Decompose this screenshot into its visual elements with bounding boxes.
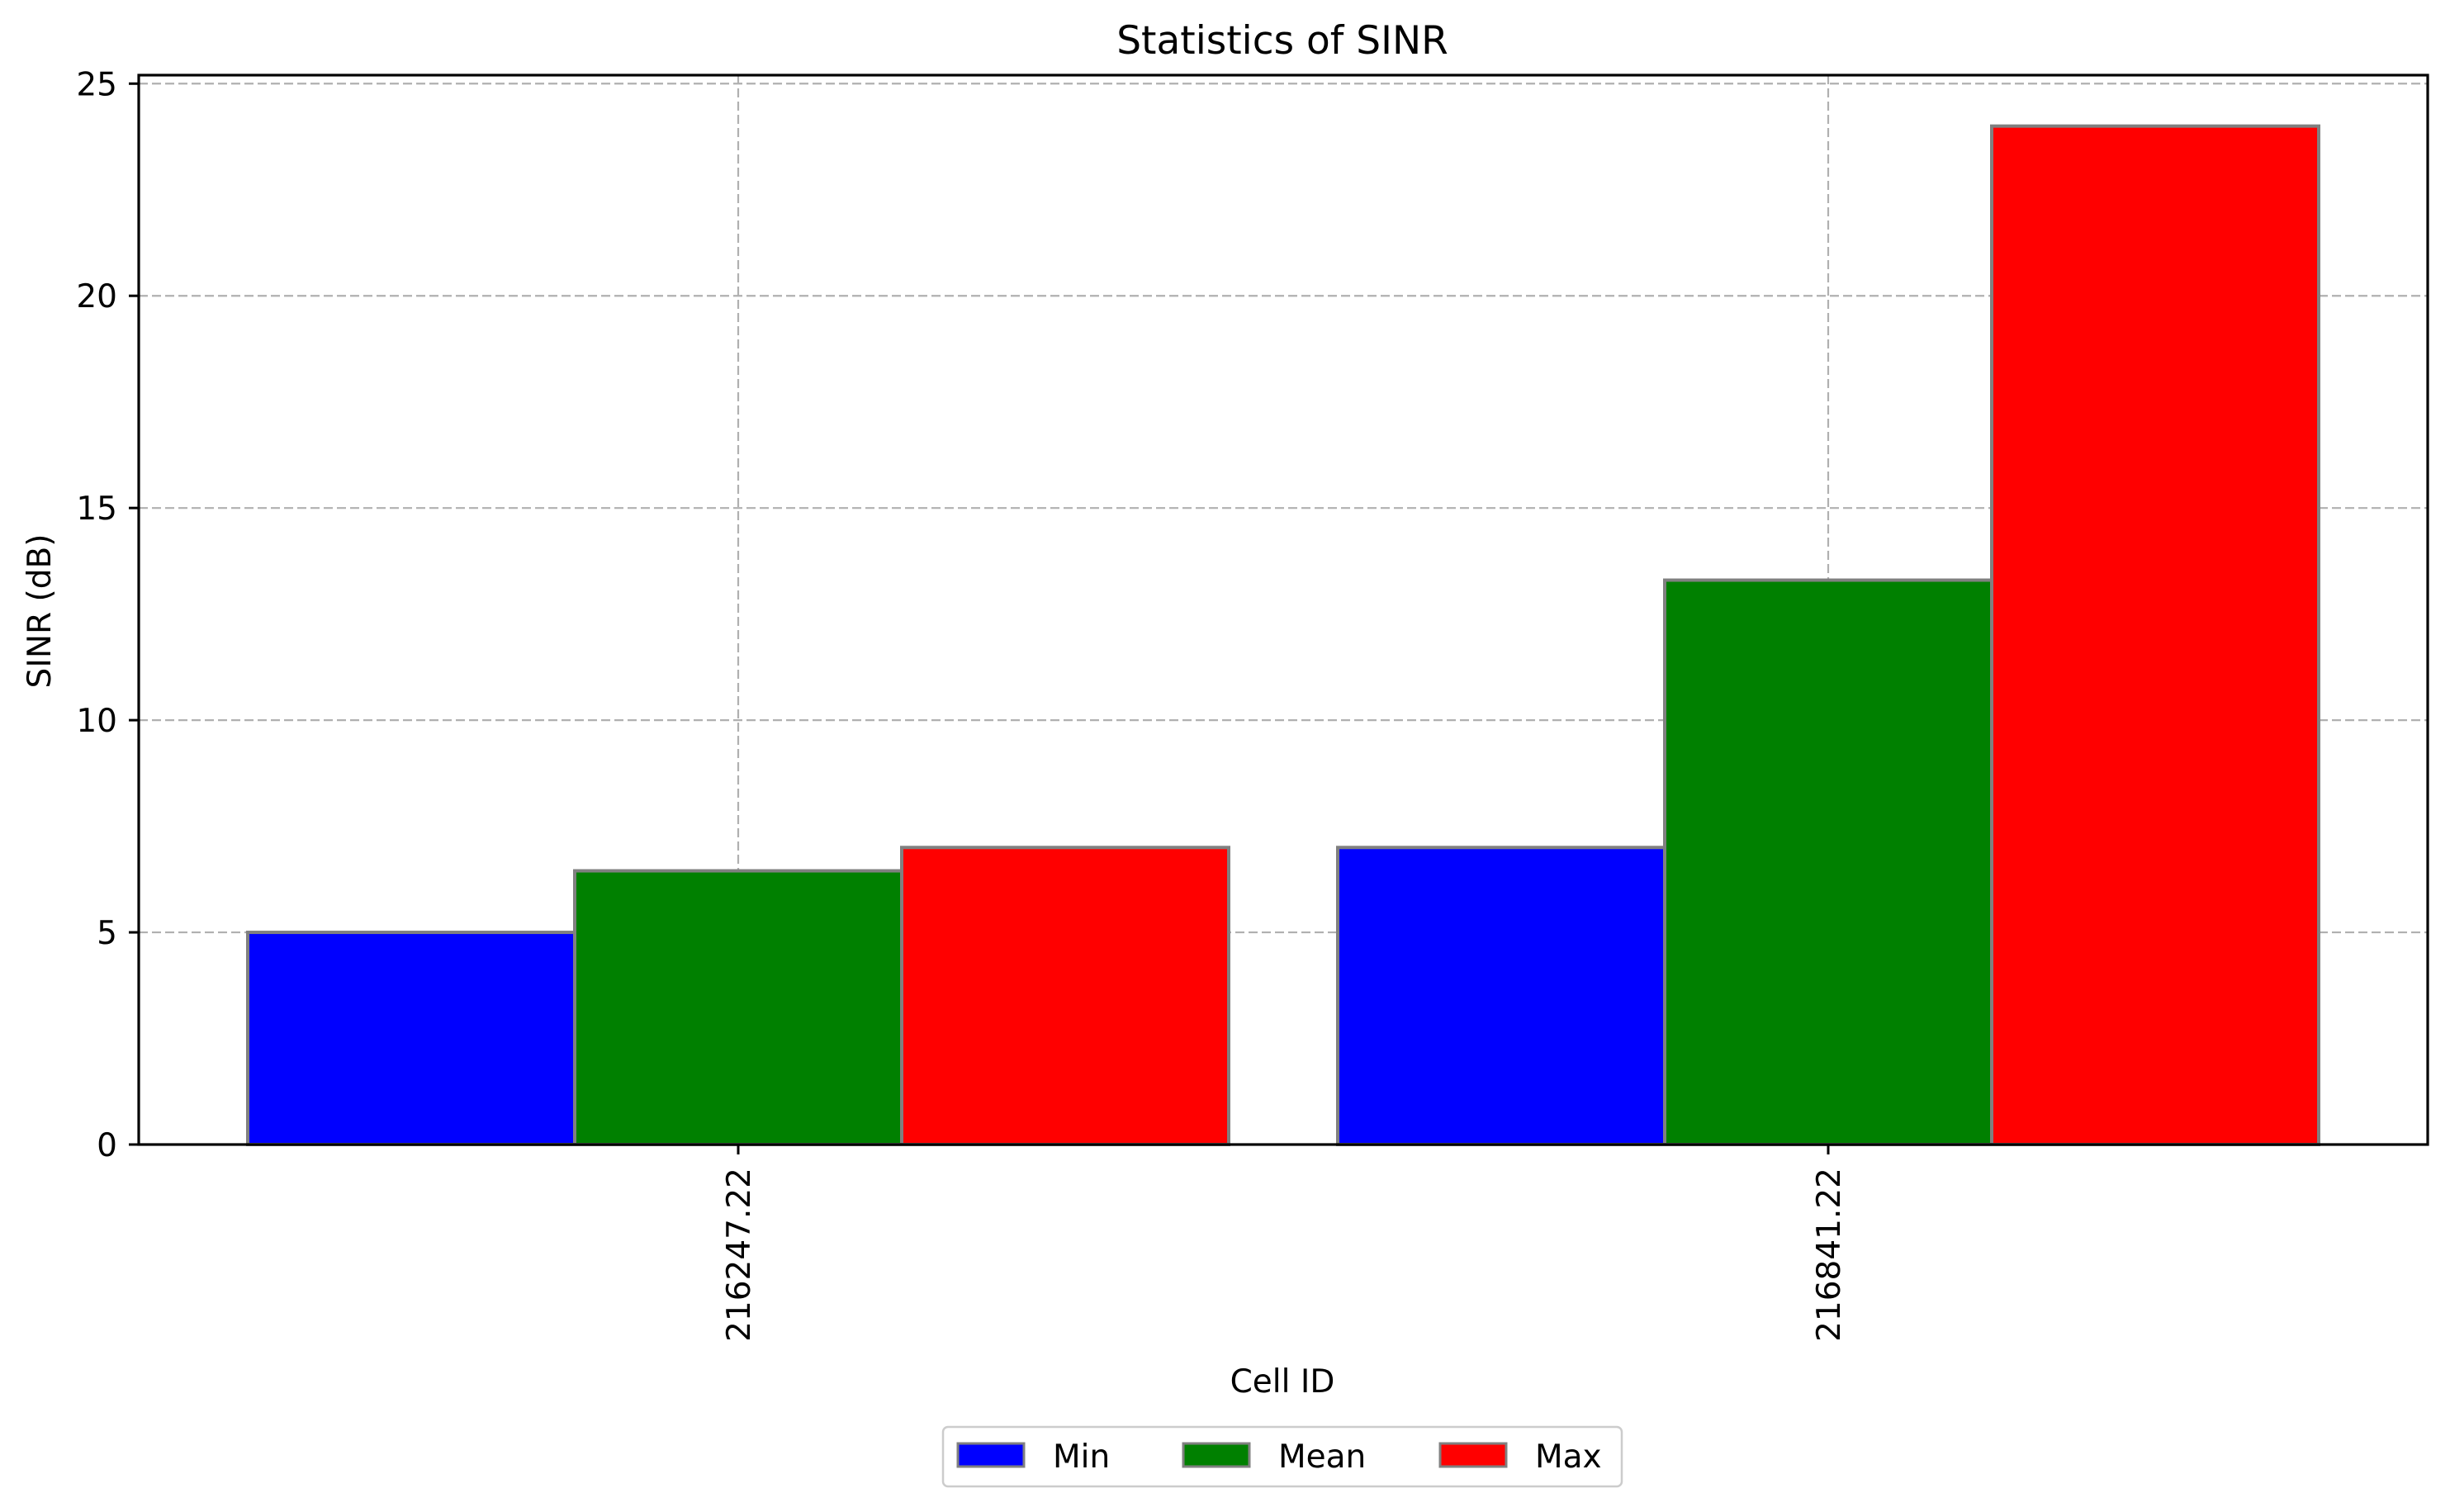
- chart-title: Statistics of SINR: [1116, 18, 1448, 64]
- y-tick-label: 5: [97, 915, 117, 952]
- legend-label-min: Min: [1053, 1439, 1110, 1476]
- bar-mean-0: [573, 869, 903, 1146]
- legend-label-mean: Mean: [1278, 1439, 1366, 1476]
- x-axis-label: Cell ID: [1230, 1363, 1335, 1401]
- y-tick-label: 25: [76, 66, 117, 103]
- y-tick-label: 10: [76, 703, 117, 740]
- legend-box: [941, 1425, 1623, 1488]
- x-tick-label: 216247.22: [721, 1168, 758, 1342]
- x-tick-label: 216841.22: [1811, 1168, 1848, 1342]
- y-tick-label: 15: [76, 491, 117, 528]
- x-axis: 216247.22 216841.22: [721, 1145, 1848, 1342]
- y-tick-label: 0: [97, 1127, 117, 1164]
- bar-min-1: [1336, 846, 1666, 1147]
- y-axis-label: SINR (dB): [21, 534, 59, 689]
- legend-swatch-mean: [1182, 1442, 1251, 1468]
- legend-label-max: Max: [1535, 1439, 1602, 1476]
- bar-min-0: [246, 931, 576, 1146]
- plot-area: [137, 73, 2429, 1147]
- y-axis: 0 5 10 15 20 25: [76, 66, 139, 1164]
- bar-max-1: [1990, 124, 2320, 1147]
- legend-swatch-min: [956, 1442, 1026, 1468]
- bars: [246, 124, 2320, 1147]
- y-tick-label: 20: [76, 278, 117, 315]
- bar-mean-1: [1663, 578, 1993, 1146]
- bar-max-0: [900, 846, 1230, 1147]
- legend-swatch-max: [1438, 1442, 1508, 1468]
- plot-frame: [137, 73, 2429, 1146]
- legend: Min Mean Max: [941, 1425, 1623, 1488]
